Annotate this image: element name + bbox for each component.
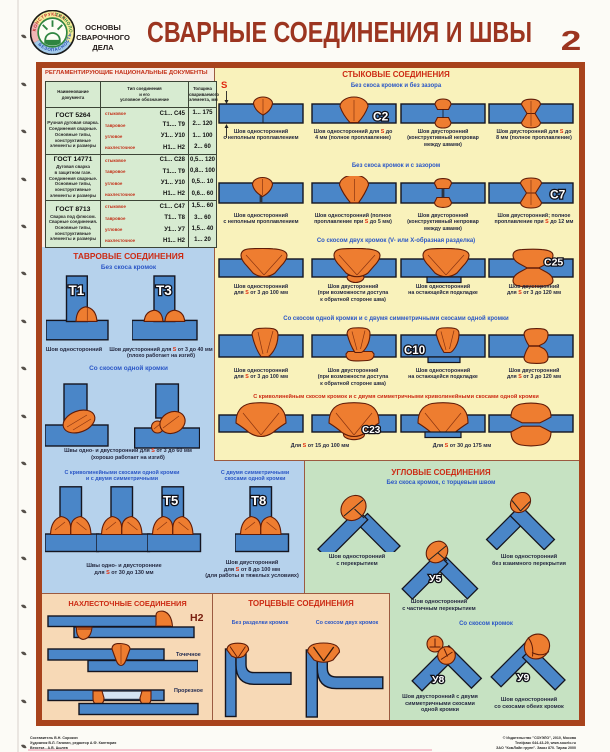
svg-text:У9: У9 xyxy=(517,672,530,684)
svg-text:С10: С10 xyxy=(404,345,425,357)
svg-text:Т5: Т5 xyxy=(163,493,178,508)
svg-text:У5: У5 xyxy=(429,573,442,585)
svg-text:С7: С7 xyxy=(550,188,566,202)
svg-text:С25: С25 xyxy=(544,257,563,269)
svg-text:S: S xyxy=(221,80,227,91)
svg-text:У8: У8 xyxy=(432,674,445,686)
svg-text:Т1: Т1 xyxy=(69,283,85,298)
svg-text:С23: С23 xyxy=(362,425,381,436)
svg-text:С2: С2 xyxy=(373,110,389,124)
svg-text:Т8: Т8 xyxy=(251,493,266,508)
svg-text:Т3: Т3 xyxy=(156,283,172,298)
